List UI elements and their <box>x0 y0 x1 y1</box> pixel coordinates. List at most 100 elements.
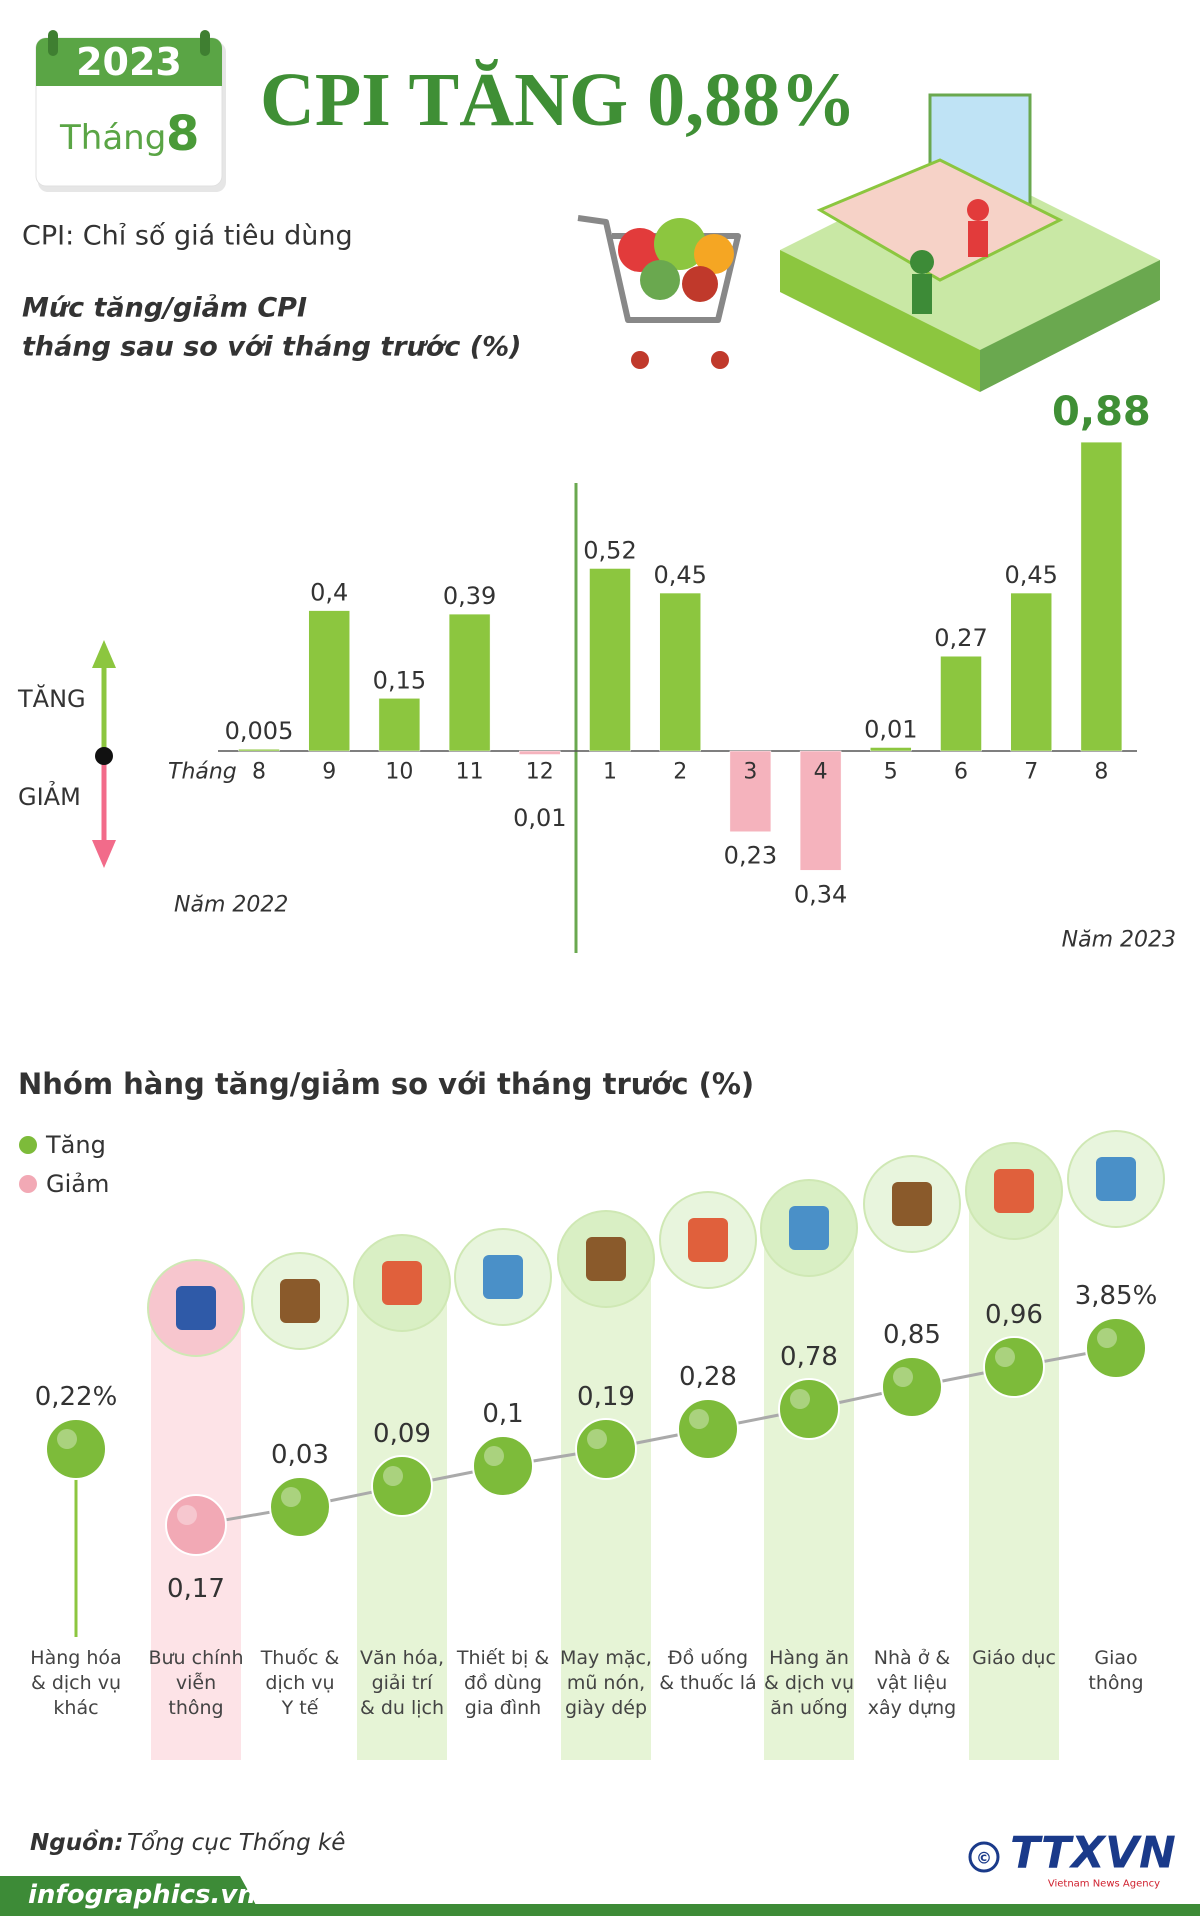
x-tick-label: 6 <box>954 760 968 785</box>
bar <box>729 750 772 832</box>
down-arrow-head <box>92 840 116 868</box>
period-label: Năm 2022 <box>174 893 288 918</box>
dot-shine <box>790 1389 810 1409</box>
cart-produce <box>640 260 680 300</box>
calendar-top <box>36 38 222 86</box>
bar-chart: 8 0,005 9 0,4 10 0,15 11 0,39 12 0,01 1 0,52 2 0,45 3 0… <box>218 389 1151 908</box>
dot <box>371 1455 433 1517</box>
category-label: Thiết bị & <box>456 1647 549 1669</box>
category-icon-glyph <box>789 1206 829 1250</box>
bar <box>378 698 421 752</box>
calendar-ring <box>200 30 210 56</box>
store-illustration <box>780 93 1160 392</box>
value-label: 0,03 <box>271 1440 329 1470</box>
chart-title: Nhóm hàng tăng/giảm so với tháng trước (… <box>18 1067 754 1101</box>
up-arrow-head <box>92 640 116 668</box>
cart-wheel <box>631 351 649 369</box>
calendar-year: 2023 <box>76 40 182 84</box>
category-label: Văn hóa, <box>360 1647 444 1669</box>
dot <box>45 1418 107 1480</box>
cart-illustration <box>577 215 741 369</box>
source: Tổng cục Thống kê <box>127 1830 345 1856</box>
bar <box>659 592 701 752</box>
calendar: 2023 Tháng 8 <box>35 30 226 192</box>
cart-produce <box>618 228 662 272</box>
store-person <box>967 199 989 221</box>
category-label: May mặc, <box>560 1647 652 1669</box>
category-label: xây dựng <box>868 1697 956 1719</box>
dot-shine <box>1097 1328 1117 1348</box>
value-label: 0,45 <box>653 561 706 589</box>
cart-wheel <box>711 351 729 369</box>
category-label: dịch vụ <box>265 1672 334 1694</box>
x-tick-label: 8 <box>1094 760 1108 785</box>
zero-dot <box>95 747 113 765</box>
category-icon-glyph <box>994 1169 1034 1213</box>
direction-indicator <box>92 640 116 868</box>
legend-label: Giảm <box>46 1170 109 1198</box>
category-label: Bưu chính <box>148 1647 243 1669</box>
bar <box>799 750 842 871</box>
value-label: 0,1 <box>482 1399 523 1429</box>
bar <box>448 613 491 752</box>
dot <box>1085 1317 1147 1379</box>
category-label: Nhà ở & <box>874 1647 951 1669</box>
value-label: 0,52 <box>583 536 636 564</box>
value-label: 0,01 <box>513 804 566 832</box>
category-label: Giao <box>1094 1647 1137 1669</box>
highlight-stripe <box>969 1191 1059 1760</box>
store-counter <box>816 158 1064 282</box>
category-icon-glyph <box>892 1182 932 1226</box>
value-label: 0,78 <box>780 1342 838 1372</box>
value-label: 0,19 <box>577 1382 635 1412</box>
x-tick-label: 8 <box>252 760 266 785</box>
dot-shine <box>57 1429 77 1449</box>
dot <box>472 1435 534 1497</box>
dot <box>269 1476 331 1538</box>
value-label: 0,39 <box>443 582 496 610</box>
category-label: Giáo dục <box>972 1647 1056 1669</box>
value-label: 0,15 <box>373 666 426 694</box>
value-label: 0,45 <box>1004 561 1057 589</box>
value-label: 0,88 <box>1052 389 1151 435</box>
value-label: 3,85% <box>1075 1281 1158 1311</box>
dot <box>778 1378 840 1440</box>
bar <box>1080 441 1123 752</box>
value-label: 0,96 <box>985 1300 1043 1330</box>
period-label: Năm 2023 <box>1062 928 1176 953</box>
store-person <box>912 274 932 314</box>
bar <box>1010 592 1052 752</box>
down-label: GIẢM <box>18 780 81 811</box>
category-label: ăn uống <box>770 1697 848 1719</box>
chart-title: tháng sau so với tháng trước (%) <box>22 332 521 363</box>
bar <box>308 610 350 752</box>
highlight-stripe <box>764 1228 854 1760</box>
category-label: gia đình <box>465 1697 541 1719</box>
category-label: khác <box>53 1697 98 1719</box>
dot-chart: Tăng Giảm 0,22% Hàng hóa & dịch vụ khác 0,17 Bư… <box>19 1130 1165 1760</box>
category-label: viễn <box>176 1671 216 1694</box>
store-person <box>968 221 988 257</box>
category-label: & thuốc lá <box>659 1672 756 1694</box>
copyright-letter: © <box>976 1849 992 1868</box>
value-label: 0,005 <box>225 717 294 745</box>
logo: © TTXVN Vietnam News Agency <box>968 1828 1176 1890</box>
value-label: 0,09 <box>373 1419 431 1449</box>
value-label: 0,01 <box>864 715 917 743</box>
calendar-ring <box>48 30 58 56</box>
bar <box>870 747 912 752</box>
category-label: đồ dùng <box>464 1672 542 1694</box>
category-label: mũ nón, <box>567 1672 645 1694</box>
value-label: 0,85 <box>883 1320 941 1350</box>
dot <box>677 1398 739 1460</box>
dot-shine <box>177 1505 197 1525</box>
legend-marker <box>19 1175 37 1193</box>
dot-shine <box>281 1487 301 1507</box>
highlight-stripe <box>357 1283 447 1760</box>
legend-label: Tăng <box>45 1131 106 1159</box>
category-label: thông <box>168 1697 223 1719</box>
x-tick-label: 12 <box>526 760 554 785</box>
category-icon-glyph <box>483 1255 523 1299</box>
